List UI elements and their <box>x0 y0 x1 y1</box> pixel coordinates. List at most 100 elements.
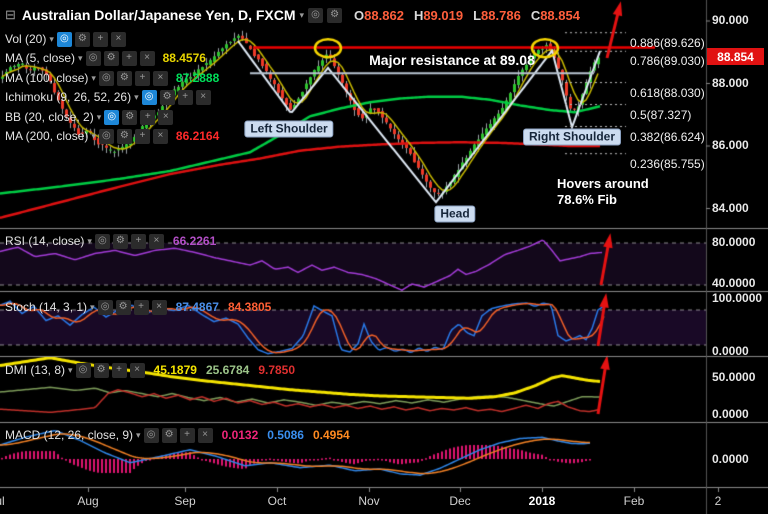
add-icon[interactable]: + <box>179 427 195 443</box>
price-axis-tick: 90.000 <box>712 13 749 27</box>
fib-level-label: 0.786(89.030) <box>630 54 705 69</box>
close-icon[interactable]: × <box>139 50 155 66</box>
indicator-label[interactable]: BB (20, close, 2) <box>5 110 94 124</box>
chevron-down-icon[interactable]: ▾ <box>96 111 102 122</box>
close-icon[interactable]: × <box>151 299 167 315</box>
eye-icon[interactable]: ◎ <box>143 427 159 443</box>
eye-icon[interactable]: ◎ <box>75 362 91 378</box>
legend-row-ma5[interactable]: MA (5, close) ▾ ◎ ⚙ + × 88.4576 <box>5 50 206 66</box>
close-icon[interactable]: × <box>195 89 211 105</box>
close-icon[interactable]: × <box>129 362 145 378</box>
eye-icon[interactable]: ◎ <box>141 89 157 105</box>
gear-icon[interactable]: ⚙ <box>93 362 109 378</box>
high-label: H <box>413 7 424 23</box>
time-axis-label: Dec <box>449 494 471 508</box>
indicator-value: 88.4576 <box>162 51 206 65</box>
close-label: C <box>530 7 541 23</box>
indicator-label[interactable]: MA (100, close) <box>5 71 89 85</box>
gear-icon[interactable]: ⚙ <box>116 128 132 144</box>
eye-icon[interactable]: ◎ <box>98 128 114 144</box>
indicator-label[interactable]: DMI (13, 8) <box>5 363 66 377</box>
close-icon[interactable]: × <box>148 233 164 249</box>
dmi-axis-tick: 0.0000 <box>712 407 749 421</box>
gear-icon[interactable]: ⚙ <box>161 427 177 443</box>
indicator-label[interactable]: Stoch (14, 3, 1) <box>5 300 88 314</box>
legend-row-bb[interactable]: BB (20, close, 2) ▾ ◎ ⚙ + × <box>5 109 174 125</box>
low-value: 88.786 <box>481 7 521 23</box>
stoch-axis-tick: 0.0000 <box>712 344 749 358</box>
plus-di-value: 25.6784 <box>205 363 250 377</box>
gear-icon[interactable]: ⚙ <box>112 233 128 249</box>
indicator-label[interactable]: MACD (12, 26, close, 9) <box>5 428 134 442</box>
eye-icon[interactable]: ◎ <box>97 299 113 315</box>
legend-row-ma100[interactable]: MA (100, close) ▾ ◎ ⚙ + × 87.2888 <box>5 70 219 86</box>
eye-icon[interactable]: ◎ <box>104 109 120 125</box>
close-value: 88.854 <box>540 7 580 23</box>
symbol-title[interactable]: Australian Dollar/Japanese Yen, D, FXCM <box>21 7 296 23</box>
indicator-label[interactable]: RSI (14, close) <box>5 234 85 248</box>
right-shoulder-label[interactable]: Right Shoulder <box>523 128 621 146</box>
chevron-down-icon[interactable]: ▾ <box>91 130 96 141</box>
rsi-pane-title[interactable]: RSI (14, close) ▾ ◎ ⚙ + × 66.2261 <box>5 233 216 249</box>
close-icon[interactable]: × <box>152 128 168 144</box>
fib-level-label: 0.5(87.327) <box>630 107 692 122</box>
eye-icon[interactable]: ◎ <box>94 233 110 249</box>
open-label: O <box>354 7 365 23</box>
eye-icon[interactable]: ◎ <box>85 50 101 66</box>
head-label[interactable]: Head <box>434 205 476 223</box>
close-icon[interactable]: × <box>197 427 213 443</box>
chevron-down-icon[interactable]: ▾ <box>136 429 141 440</box>
add-icon[interactable]: + <box>134 128 150 144</box>
close-icon[interactable]: × <box>110 31 126 47</box>
gear-icon[interactable]: ⚙ <box>103 50 119 66</box>
chevron-down-icon[interactable]: ▾ <box>87 235 92 246</box>
macd-signal-value: 0.4954 <box>312 428 350 442</box>
close-icon[interactable]: × <box>158 109 174 125</box>
left-shoulder-label[interactable]: Left Shoulder <box>244 120 334 138</box>
stoch-axis-tick: 100.0000 <box>712 291 763 306</box>
eye-icon[interactable]: ◎ <box>308 7 324 23</box>
indicator-label[interactable]: Ichimoku (9, 26, 52, 26) <box>5 90 132 104</box>
gear-icon[interactable]: ⚙ <box>159 89 175 105</box>
chevron-down-icon[interactable]: ▾ <box>90 301 95 312</box>
eye-icon[interactable]: ◎ <box>56 31 72 47</box>
stoch-pane-title[interactable]: Stoch (14, 3, 1) ▾ ◎ ⚙ + × 87.4867 84.38… <box>5 299 271 315</box>
gear-icon[interactable]: ⚙ <box>115 299 131 315</box>
add-icon[interactable]: + <box>134 70 150 86</box>
gear-icon[interactable]: ⚙ <box>327 7 343 23</box>
add-icon[interactable]: + <box>133 299 149 315</box>
gear-icon[interactable]: ⚙ <box>122 109 138 125</box>
time-axis-label: 2018 <box>528 494 556 508</box>
rsi-axis-tick: 80.0000 <box>712 235 756 249</box>
add-icon[interactable]: + <box>121 50 137 66</box>
dmi-pane-title[interactable]: DMI (13, 8) ▾ ◎ ⚙ + × 45.1879 25.6784 9.… <box>5 362 295 378</box>
chevron-down-icon[interactable]: ▾ <box>49 33 54 44</box>
legend-row-ma200[interactable]: MA (200, close) ▾ ◎ ⚙ + × 86.2164 <box>5 128 219 144</box>
legend-row-ichimoku[interactable]: Ichimoku (9, 26, 52, 26) ▾ ◎ ⚙ + × <box>5 89 211 105</box>
chevron-down-icon[interactable]: ▾ <box>68 364 73 375</box>
add-icon[interactable]: + <box>140 109 156 125</box>
chevron-down-icon[interactable]: ▾ <box>134 91 139 102</box>
add-icon[interactable]: + <box>92 31 108 47</box>
indicator-label[interactable]: Vol (20) <box>5 32 47 46</box>
chevron-down-icon[interactable]: ▾ <box>91 72 96 83</box>
add-icon[interactable]: + <box>177 89 193 105</box>
chevron-down-icon[interactable]: ▾ <box>78 52 83 63</box>
add-icon[interactable]: + <box>130 233 146 249</box>
add-icon[interactable]: + <box>111 362 127 378</box>
eye-icon[interactable]: ◎ <box>98 70 114 86</box>
open-value: 88.862 <box>364 7 404 23</box>
macd-pane-title[interactable]: MACD (12, 26, close, 9) ▾ ◎ ⚙ + × 0.0132… <box>5 427 350 443</box>
indicator-label[interactable]: MA (5, close) <box>5 51 76 65</box>
chart-header: ⊟ Australian Dollar/Japanese Yen, D, FXC… <box>5 7 580 23</box>
resistance-annotation: Major resistance at 89.08 <box>369 52 535 68</box>
collapse-icon[interactable]: ⊟ <box>5 7 16 22</box>
close-icon[interactable]: × <box>152 70 168 86</box>
minus-di-value: 9.7850 <box>258 363 296 377</box>
chevron-down-icon[interactable]: ▾ <box>299 9 305 20</box>
legend-row-volume[interactable]: Vol (20) ▾ ◎ ⚙ + × <box>5 31 126 47</box>
gear-icon[interactable]: ⚙ <box>74 31 90 47</box>
indicator-label[interactable]: MA (200, close) <box>5 129 89 143</box>
gear-icon[interactable]: ⚙ <box>116 70 132 86</box>
